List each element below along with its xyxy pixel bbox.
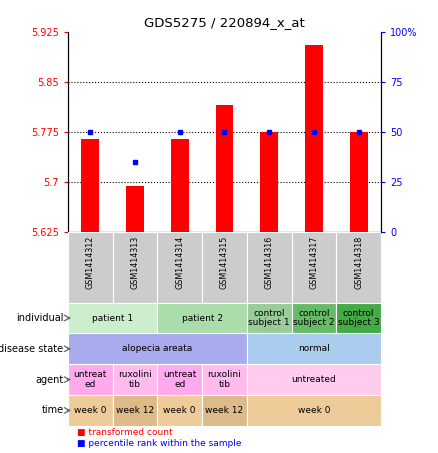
Bar (215, 105, 233, 232)
Text: GSM1414314: GSM1414314 (175, 236, 184, 289)
Text: week 12: week 12 (205, 406, 244, 415)
Bar (247, 333, 381, 364)
Text: week 0: week 0 (74, 406, 106, 415)
Title: GDS5275 / 220894_x_at: GDS5275 / 220894_x_at (144, 16, 305, 29)
Bar (157, 395, 202, 426)
Bar (305, 45, 323, 232)
Text: ruxolini
tib: ruxolini tib (118, 370, 152, 389)
Text: GSM1414316: GSM1414316 (265, 236, 274, 289)
Text: untreated: untreated (292, 375, 336, 384)
Bar (68, 303, 157, 333)
Text: individual: individual (16, 313, 64, 323)
Text: GSM1414312: GSM1414312 (86, 236, 95, 289)
Bar (68, 232, 113, 303)
Text: control
subject 1: control subject 1 (248, 308, 290, 328)
Text: ruxolini
tib: ruxolini tib (208, 370, 241, 389)
Text: week 12: week 12 (116, 406, 154, 415)
Bar (247, 395, 381, 426)
Bar (336, 303, 381, 333)
Bar (113, 395, 157, 426)
Bar (157, 303, 247, 333)
Text: control
subject 2: control subject 2 (293, 308, 335, 328)
Text: week 0: week 0 (298, 406, 330, 415)
Bar (247, 303, 292, 333)
Text: GSM1414315: GSM1414315 (220, 236, 229, 289)
Text: disease state: disease state (0, 344, 64, 354)
Bar (68, 364, 113, 395)
Text: untreat
ed: untreat ed (74, 370, 107, 389)
Text: alopecia areata: alopecia areata (122, 344, 192, 353)
Text: patient 1: patient 1 (92, 313, 133, 323)
Bar (68, 395, 113, 426)
Bar (350, 132, 367, 232)
Text: ■ percentile rank within the sample: ■ percentile rank within the sample (77, 439, 241, 448)
Bar (68, 333, 247, 364)
Text: control
subject 3: control subject 3 (338, 308, 379, 328)
Bar (260, 132, 278, 232)
Bar (157, 232, 202, 303)
Text: untreat
ed: untreat ed (163, 370, 196, 389)
Bar (247, 232, 292, 303)
Text: time: time (41, 405, 64, 415)
Text: GSM1414313: GSM1414313 (131, 236, 139, 289)
Bar (81, 139, 99, 232)
Bar (171, 139, 189, 232)
Text: week 0: week 0 (163, 406, 196, 415)
Text: GSM1414318: GSM1414318 (354, 236, 363, 289)
Text: GSM1414317: GSM1414317 (310, 236, 318, 289)
Text: normal: normal (298, 344, 330, 353)
Text: patient 2: patient 2 (182, 313, 223, 323)
Bar (113, 364, 157, 395)
Bar (292, 303, 336, 333)
Bar (113, 232, 157, 303)
Bar (247, 364, 381, 395)
Bar (202, 364, 247, 395)
Bar (336, 232, 381, 303)
Bar (126, 186, 144, 232)
Bar (292, 232, 336, 303)
Bar (157, 364, 202, 395)
Bar (202, 232, 247, 303)
Text: ■ transformed count: ■ transformed count (77, 428, 172, 437)
Bar (202, 395, 247, 426)
Text: agent: agent (35, 375, 64, 385)
